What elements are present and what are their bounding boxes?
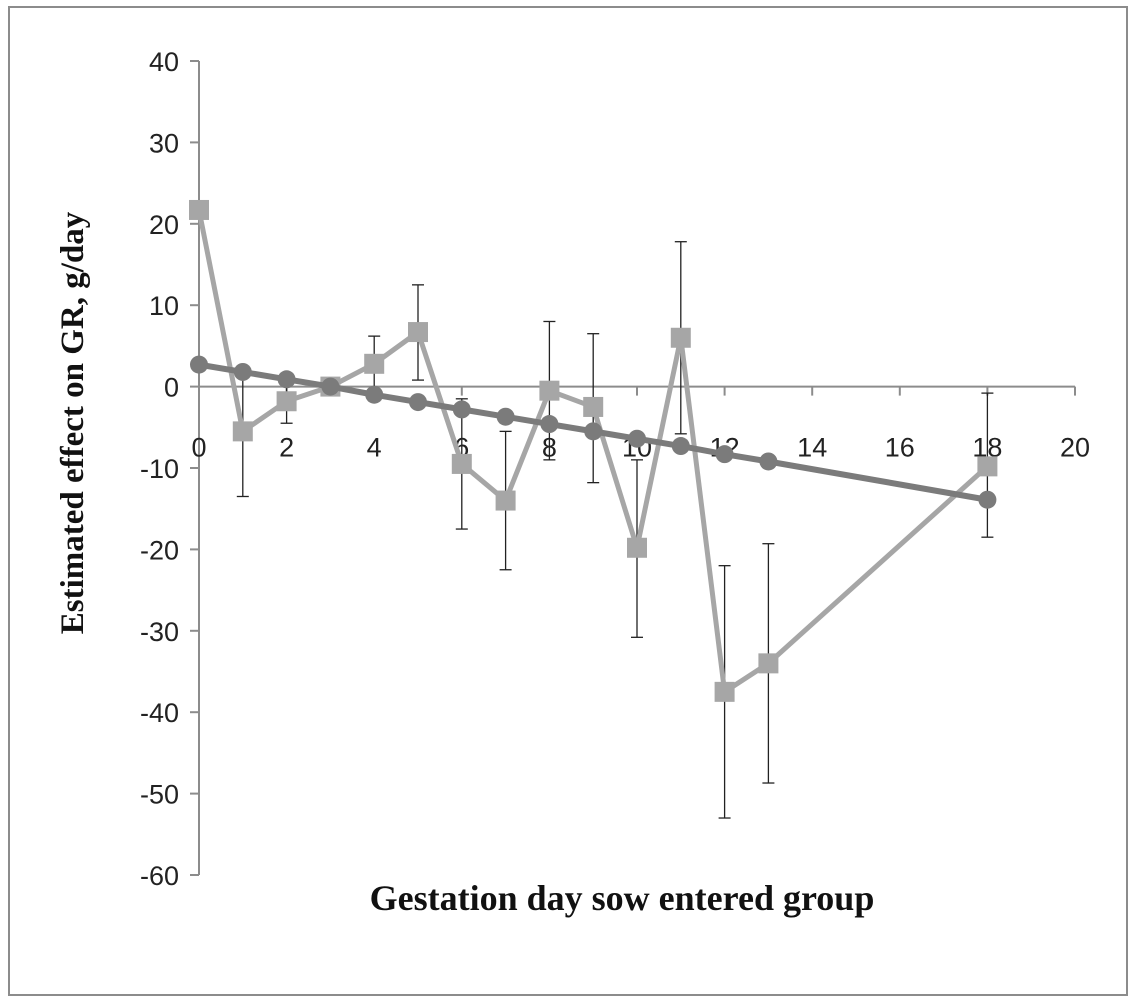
data-point-square [276,391,297,412]
x-tick-label: 14 [797,433,827,463]
data-point-square [364,353,385,374]
data-point-square [583,396,604,417]
data-point-square [495,490,516,511]
data-point-circle [409,393,427,412]
x-ticks: 02468101214161820 [191,386,1090,463]
data-point-circle [190,355,208,374]
x-tick-label: 0 [191,433,206,463]
y-tick-label: 30 [149,128,179,158]
data-point-square [977,456,998,477]
y-tick-label: -40 [140,698,179,728]
data-point-circle [496,407,515,426]
y-tick-label: -30 [140,617,179,647]
data-point-circle [671,437,690,456]
x-tick-label: 16 [885,433,915,463]
data-point-square [232,421,253,442]
data-point-square [714,681,735,702]
data-point-circle [540,415,559,434]
data-point-square [758,653,779,674]
data-point-circle [233,362,252,381]
y-tick-label: 0 [164,373,179,403]
y-axis-label: Estimated effect on GR, g/day [55,211,91,634]
data-point-square [539,380,560,401]
data-point-circle [978,490,997,509]
y-tick-label: -60 [140,861,179,891]
x-axis-label: Gestation day sow entered group [370,878,875,918]
data-point-square [670,327,691,348]
data-point-circle [715,445,734,464]
data-point-square [189,199,209,220]
x-tick-label: 2 [279,433,294,463]
y-tick-label: -10 [140,454,179,484]
x-tick-label: 4 [367,433,382,463]
data-point-circle [452,400,471,419]
data-point-square [451,453,472,474]
data-point-circle [321,377,340,396]
series-layer [189,199,998,819]
y-tick-label: -50 [140,780,179,810]
y-tick-label: -20 [140,535,179,565]
data-point-circle [365,385,384,404]
y-tick-label: 40 [149,47,179,77]
data-point-square [408,322,428,343]
y-tick-label: 20 [149,210,179,240]
x-tick-label: 20 [1060,433,1090,463]
y-tick-label: 10 [149,291,179,321]
y-ticks: 40 30 20 10 0 -10 -20 -30 -40 -50 -60 [140,47,199,891]
data-point-circle [628,429,646,448]
data-point-circle [584,422,603,441]
data-point-circle [759,452,778,471]
data-point-circle [277,370,296,389]
data-point-square [627,537,647,558]
